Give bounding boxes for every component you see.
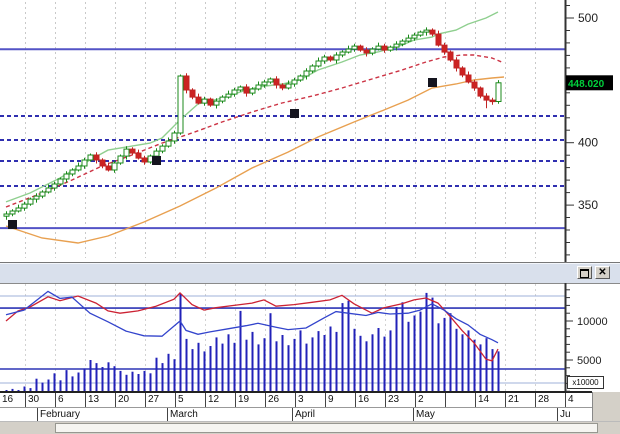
scrollbar-thumb[interactable] [55,423,598,433]
last-price-badge: 448.020 [566,75,613,91]
date-tick [415,393,416,408]
horizontal-scrollbar[interactable] [0,421,620,434]
candles-group [3,27,502,220]
date-tick [55,393,56,408]
month-axis: February March April May Ju [0,407,592,422]
date-label: 2 [418,394,424,405]
volume-bars-group [5,292,500,391]
date-tick [145,393,146,408]
month-tick [37,408,38,422]
date-label: 26 [268,394,280,405]
date-tick [205,393,206,408]
date-tick [325,393,326,408]
volume-multiplier-label: x10000 [567,376,604,389]
vol-line-blue [5,290,499,344]
volume-axis: 10000 5000 [0,283,608,392]
date-label: 14 [478,394,490,405]
date-tick [235,393,236,408]
svg-text:500: 500 [578,11,598,25]
date-label: 9 [328,394,334,405]
maximize-button[interactable] [577,266,592,279]
date-axis: 16 30 6 13 20 27 5 12 19 26 3 9 16 23 2 14 21 28 4 [0,392,592,408]
price-chart[interactable]: 500 400 350 448.020 [0,0,620,262]
date-tick [355,393,356,408]
price-axis: 500 400 350 [564,0,598,262]
month-tick [413,408,414,422]
maximize-icon [580,269,589,278]
date-tick [265,393,266,408]
date-label: 16 [358,394,370,405]
close-icon: ✕ [598,267,607,278]
close-button[interactable]: ✕ [595,266,610,279]
date-label: 12 [208,394,220,405]
date-label: 21 [508,394,520,405]
volume-chart[interactable]: 10000 5000 [0,282,620,392]
date-tick [115,393,116,408]
month-label: April [295,409,316,420]
date-tick [445,393,446,408]
date-label: 3 [298,394,304,405]
axis-corner [592,392,620,421]
date-label: 20 [118,394,130,405]
vol-line-red [5,291,499,362]
price-dashed-levels [0,115,565,187]
date-tick [295,393,296,408]
date-label: 28 [538,394,550,405]
month-tick [292,408,293,422]
date-tick [505,393,506,408]
date-label: 4 [568,394,574,405]
ma-mid-red [5,54,505,208]
date-tick [85,393,86,408]
svg-text:5000: 5000 [577,355,601,367]
month-label: Ju [560,409,571,420]
price-gridlines [25,2,536,258]
date-tick [25,393,26,408]
month-tick [557,408,558,422]
date-label: 6 [58,394,64,405]
signal-markers [8,78,437,229]
svg-text:448.020: 448.020 [568,79,605,90]
date-tick [385,393,386,408]
month-label: March [170,409,198,420]
date-label: 19 [238,394,250,405]
date-label: 23 [388,394,400,405]
date-tick [175,393,176,408]
date-label: 27 [148,394,160,405]
date-tick [475,393,476,408]
ma-fast-green [5,11,499,203]
date-tick [535,393,536,408]
svg-text:350: 350 [578,198,598,212]
ma-slow-orange [5,76,505,244]
date-label: 13 [88,394,100,405]
svg-text:10000: 10000 [577,316,608,328]
month-label: May [416,409,435,420]
pane-splitter[interactable]: ✕ [0,262,620,284]
date-label: 5 [178,394,184,405]
date-label: 16 [2,394,14,405]
month-tick [167,408,168,422]
month-label: February [40,409,81,420]
svg-text:400: 400 [578,136,598,150]
price-solid-levels [0,48,565,230]
date-tick [565,393,566,408]
date-label: 30 [28,394,40,405]
